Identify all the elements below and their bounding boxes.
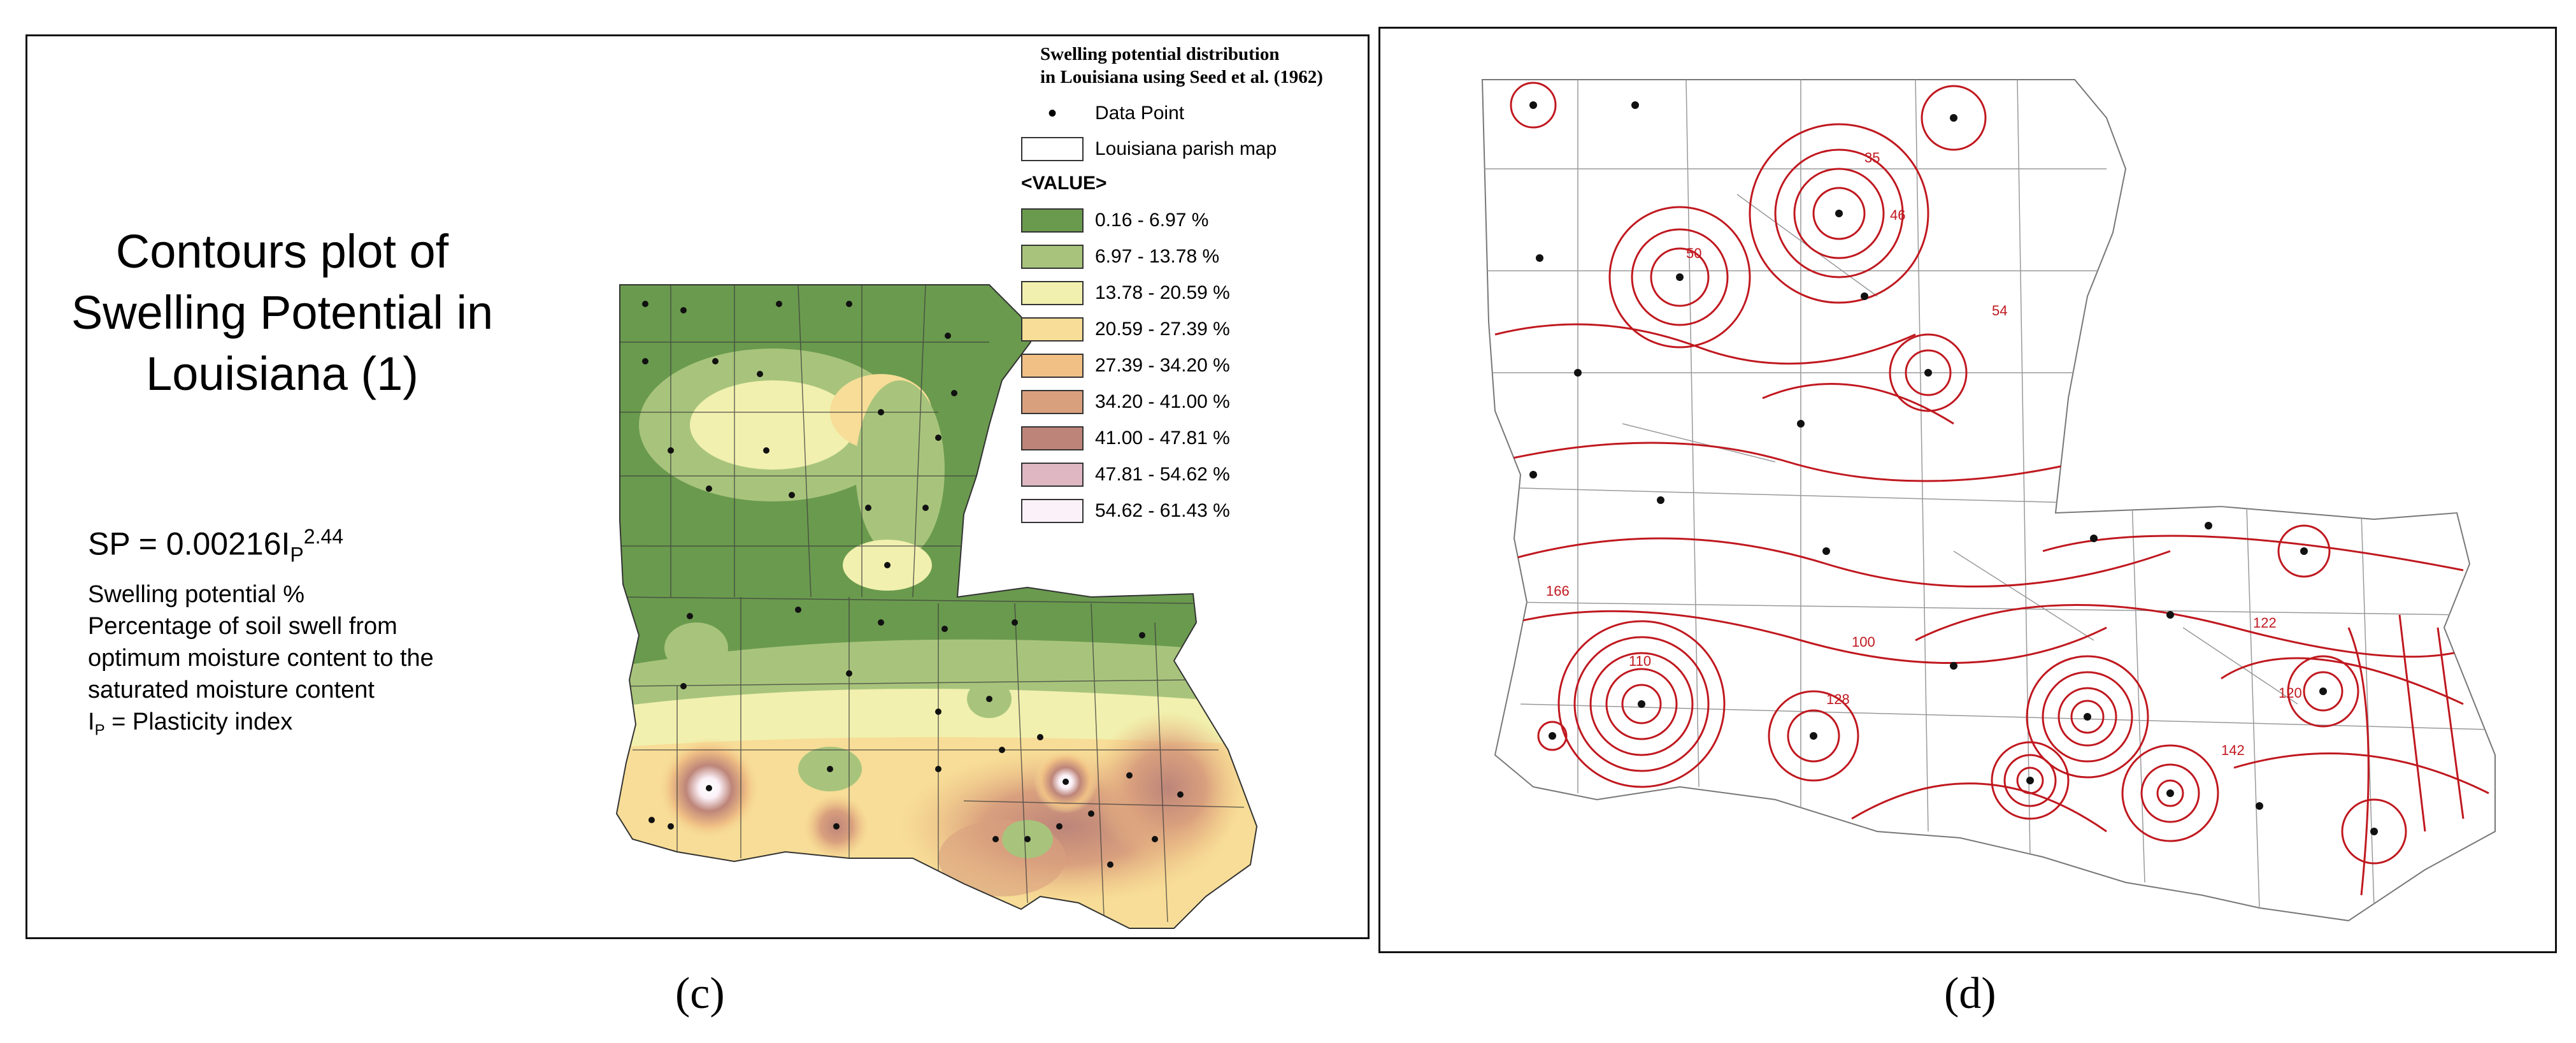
- legend-swatch: [1021, 426, 1084, 450]
- contour-label: 166: [1546, 583, 1570, 599]
- legend-class-row: 34.20 - 41.00 %: [1021, 389, 1230, 415]
- legend-class-label: 6.97 - 13.78 %: [1095, 246, 1220, 267]
- legend-swatch: [1021, 245, 1084, 269]
- legend-class-row: 20.59 - 27.39 %: [1021, 316, 1230, 343]
- contour-label: 110: [1629, 653, 1651, 669]
- desc-line-1: Swelling potential %: [88, 580, 305, 608]
- panel-d-caption: (d): [1944, 969, 1996, 1018]
- formula-block: SP = 0.00216IP2.44 Swelling potential % …: [88, 515, 434, 746]
- legend-swatch: [1021, 317, 1084, 342]
- louisiana-swelling-map: [615, 284, 1258, 929]
- contour-label: 35: [1864, 150, 1880, 166]
- data-point-icon: •: [1047, 99, 1057, 127]
- legend-class-row: 27.39 - 34.20 %: [1021, 352, 1230, 379]
- legend-parish-map: Louisiana parish map: [1021, 136, 1277, 162]
- panel-d-contour-map: 166 122 110 35 54 50 142 46 100 120 128: [1378, 27, 2557, 953]
- legend-value-header: <VALUE>: [1021, 173, 1107, 194]
- legend-swatch: [1021, 354, 1084, 378]
- legend-class-label: 47.81 - 54.62 %: [1095, 464, 1230, 485]
- legend-title-line-1: Swelling potential distribution: [1040, 44, 1280, 64]
- panel-c-swelling-map: Contours plot of Swelling Potential in L…: [25, 34, 1370, 939]
- contour-label: 54: [1992, 303, 2007, 319]
- legend-class-row: 41.00 - 47.81 %: [1021, 425, 1230, 452]
- legend-swatch: [1021, 390, 1084, 414]
- desc-line-4: saturated moisture content: [88, 676, 375, 703]
- contour-label: 46: [1890, 207, 1905, 223]
- legend-class-row: 13.78 - 20.59 %: [1021, 280, 1230, 306]
- legend-swatch: [1021, 281, 1084, 305]
- legend-class-label: 0.16 - 6.97 %: [1095, 210, 1209, 231]
- legend-title-line-2: in Louisiana using Seed et al. (1962): [1040, 67, 1323, 87]
- desc-line-3: optimum moisture content to the: [88, 644, 434, 672]
- legend-class-row: 47.81 - 54.62 %: [1021, 461, 1230, 488]
- desc-line-5: IP = Plasticity index: [88, 708, 293, 739]
- legend-swatch: [1021, 208, 1084, 233]
- map-legend: Swelling potential distribution in Louis…: [1021, 43, 1365, 523]
- legend-class-row: 6.97 - 13.78 %: [1021, 243, 1219, 270]
- legend-class-label: 54.62 - 61.43 %: [1095, 500, 1230, 521]
- louisiana-contour-map: 166 122 110 35 54 50 142 46 100 120 128: [1481, 79, 2496, 922]
- legend-class-label: 27.39 - 34.20 %: [1095, 355, 1230, 376]
- contour-label: 100: [1852, 634, 1875, 650]
- legend-class-label: 20.59 - 27.39 %: [1095, 319, 1230, 340]
- legend-class-label: 41.00 - 47.81 %: [1095, 428, 1230, 449]
- contour-label: 122: [2253, 615, 2277, 631]
- parish-map-swatch: [1021, 137, 1084, 161]
- legend-swatch: [1021, 499, 1084, 523]
- legend-data-point: • Data Point: [1021, 99, 1184, 127]
- contour-label: 142: [2221, 742, 2245, 758]
- desc-line-2: Percentage of soil swell from: [88, 612, 397, 640]
- legend-class-label: 34.20 - 41.00 %: [1095, 391, 1230, 412]
- legend-swatch: [1021, 463, 1084, 487]
- contour-label: 128: [1826, 691, 1850, 707]
- legend-class-label: 13.78 - 20.59 %: [1095, 282, 1230, 303]
- contour-label: 120: [2279, 685, 2302, 701]
- contour-label-group: 166 122 110 35 54 50 142 46 100 120 128: [1546, 150, 2302, 758]
- sp-formula: SP = 0.00216IP2.44: [88, 525, 344, 566]
- panel-c-title: Contours plot of Swelling Potential in L…: [71, 225, 494, 400]
- panel-c-caption: (c): [675, 969, 725, 1018]
- contour-label: 50: [1686, 245, 1701, 261]
- legend-class-row: 0.16 - 6.97 %: [1021, 207, 1208, 234]
- contour-lines: [1494, 82, 2489, 896]
- legend-class-row: 54.62 - 61.43 %: [1021, 498, 1230, 524]
